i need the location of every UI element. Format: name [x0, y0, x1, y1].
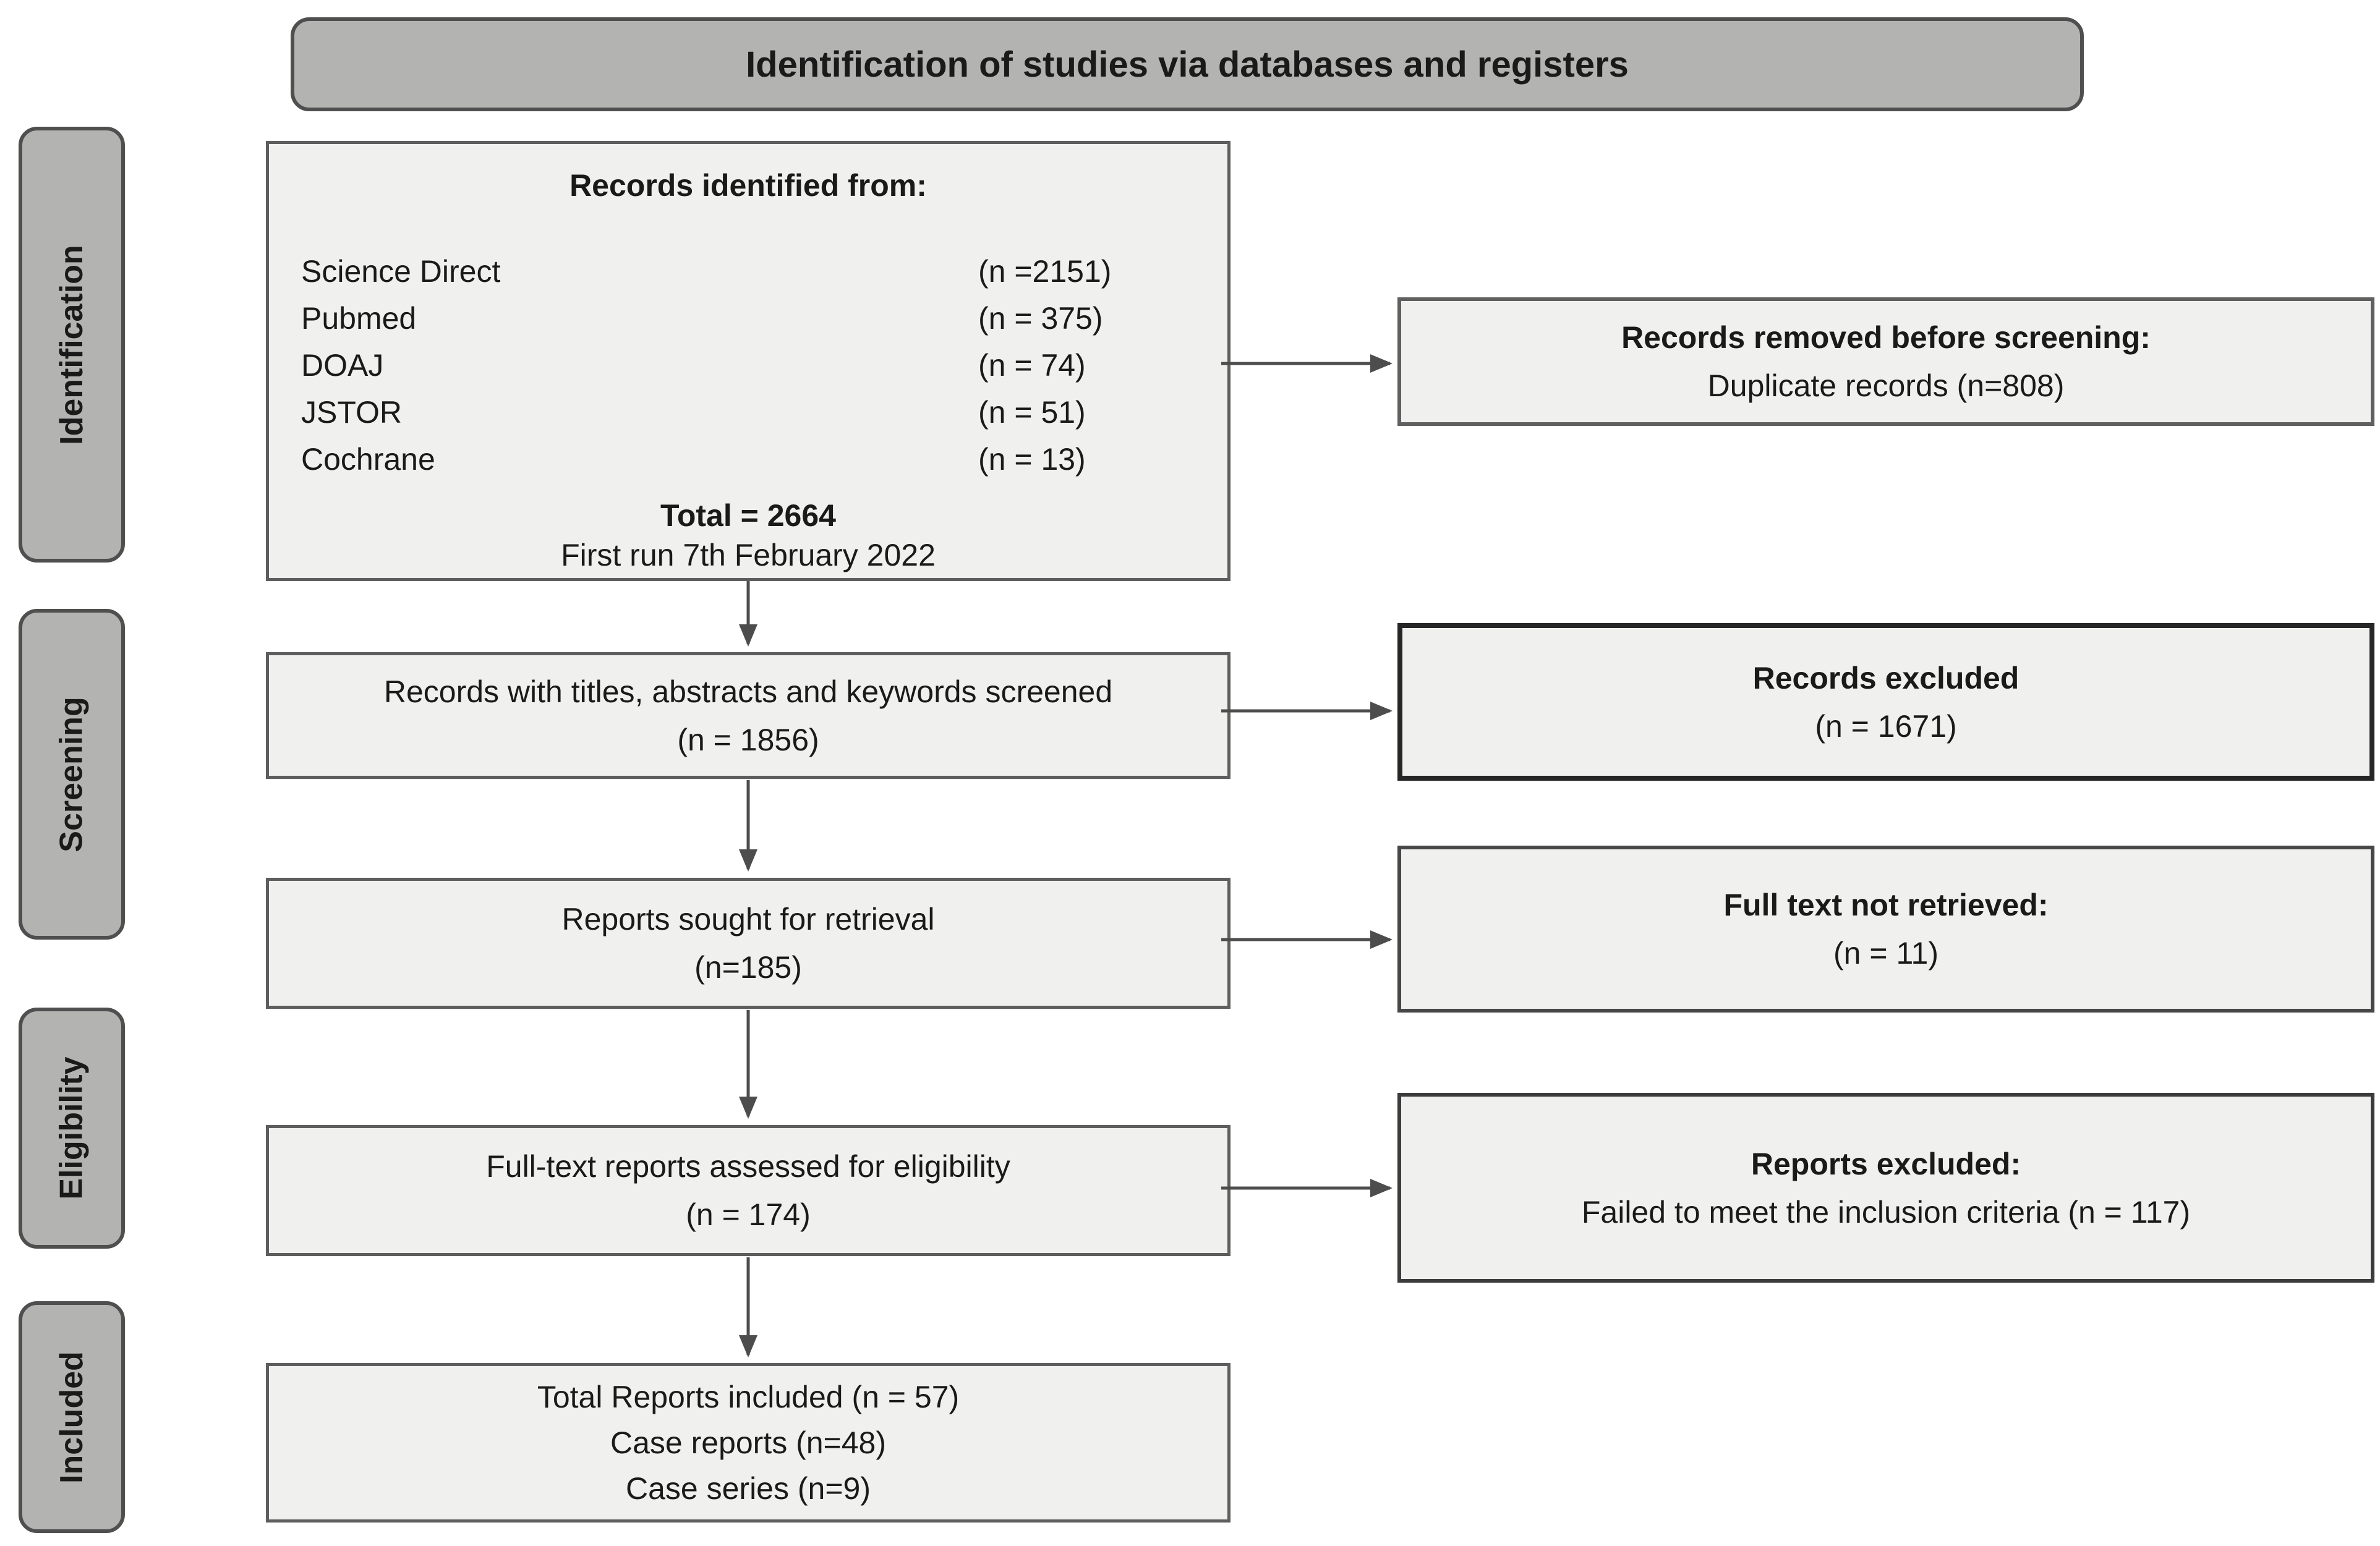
- full-text-not-retrieved-box: Full text not retrieved: (n = 11): [1397, 846, 2374, 1013]
- source-row-doaj: DOAJ (n = 74): [301, 342, 1195, 389]
- source-count: (n =2151): [978, 254, 1112, 289]
- stage-label-included-text: Included: [54, 1351, 90, 1484]
- reports-sought-count: (n=185): [694, 950, 802, 985]
- records-excluded-count: (n = 1671): [1815, 708, 1957, 744]
- stage-label-identification-text: Identification: [54, 244, 90, 445]
- reports-sought-box: Reports sought for retrieval (n=185): [266, 878, 1231, 1009]
- reports-included-case-series: Case series (n=9): [626, 1471, 871, 1506]
- reports-assessed-box: Full-text reports assessed for eligibili…: [266, 1125, 1231, 1256]
- stage-label-eligibility: Eligibility: [19, 1008, 125, 1249]
- records-removed-box: Records removed before screening: Duplic…: [1397, 297, 2374, 426]
- records-screened-box: Records with titles, abstracts and keywo…: [266, 652, 1231, 779]
- stage-label-included: Included: [19, 1301, 125, 1533]
- source-count: (n = 375): [978, 301, 1103, 336]
- reports-excluded-title: Reports excluded:: [1751, 1146, 2021, 1181]
- records-identified-title: Records identified from:: [569, 168, 927, 203]
- source-count: (n = 51): [978, 395, 1086, 430]
- stage-label-screening: Screening: [19, 609, 125, 940]
- diagram-title: Identification of studies via databases …: [746, 44, 1629, 85]
- records-excluded-box: Records excluded (n = 1671): [1397, 623, 2374, 781]
- source-row-cochrane: Cochrane (n = 13): [301, 436, 1195, 483]
- full-text-not-retrieved-count: (n = 11): [1833, 936, 1939, 970]
- records-removed-detail: Duplicate records (n=808): [1707, 368, 2065, 403]
- reports-assessed-line1: Full-text reports assessed for eligibili…: [486, 1149, 1010, 1184]
- source-name: Pubmed: [301, 301, 417, 336]
- stage-label-identification: Identification: [19, 127, 125, 563]
- reports-excluded-detail: Failed to meet the inclusion criteria (n…: [1581, 1194, 2191, 1230]
- records-identified-first-run-note: First run 7th February 2022: [561, 538, 936, 572]
- reports-assessed-count: (n = 174): [686, 1197, 811, 1232]
- records-excluded-title: Records excluded: [1752, 660, 2020, 695]
- records-screened-count: (n = 1856): [677, 722, 819, 757]
- reports-included-total: Total Reports included (n = 57): [537, 1380, 960, 1414]
- full-text-not-retrieved-title: Full text not retrieved:: [1723, 888, 2049, 922]
- records-removed-title: Records removed before screening:: [1621, 320, 2151, 355]
- stage-label-screening-text: Screening: [54, 696, 90, 852]
- source-row-pubmed: Pubmed (n = 375): [301, 295, 1195, 342]
- reports-included-box: Total Reports included (n = 57) Case rep…: [266, 1363, 1231, 1523]
- reports-sought-line1: Reports sought for retrieval: [561, 902, 935, 937]
- source-name: Cochrane: [301, 442, 435, 477]
- source-row-science-direct: Science Direct (n =2151): [301, 248, 1195, 295]
- diagram-header-bar: Identification of studies via databases …: [291, 17, 2084, 111]
- source-count: (n = 13): [978, 442, 1086, 477]
- source-name: DOAJ: [301, 348, 384, 383]
- records-identified-total: Total = 2664: [660, 498, 836, 533]
- reports-excluded-box: Reports excluded: Failed to meet the inc…: [1397, 1093, 2374, 1283]
- stage-label-eligibility-text: Eligibility: [54, 1056, 90, 1200]
- reports-included-case-reports: Case reports (n=48): [610, 1425, 887, 1460]
- source-name: JSTOR: [301, 395, 402, 430]
- records-identified-source-list: Science Direct (n =2151) Pubmed (n = 375…: [301, 248, 1195, 483]
- records-identified-box: Records identified from: Science Direct …: [266, 141, 1231, 581]
- source-row-jstor: JSTOR (n = 51): [301, 389, 1195, 436]
- source-name: Science Direct: [301, 254, 501, 289]
- records-screened-line1: Records with titles, abstracts and keywo…: [383, 674, 1113, 709]
- source-count: (n = 74): [978, 348, 1086, 383]
